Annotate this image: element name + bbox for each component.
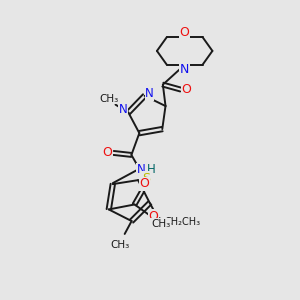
Text: CH₃: CH₃ bbox=[110, 240, 129, 250]
Text: CH₃: CH₃ bbox=[151, 219, 170, 229]
Text: N: N bbox=[180, 63, 189, 76]
Text: N: N bbox=[145, 87, 154, 100]
Text: CH₃: CH₃ bbox=[99, 94, 118, 104]
Text: H: H bbox=[147, 163, 156, 176]
Text: N: N bbox=[119, 103, 128, 116]
Text: CH₂CH₃: CH₂CH₃ bbox=[164, 217, 200, 227]
Text: N: N bbox=[137, 163, 146, 176]
Text: O: O bbox=[140, 177, 149, 190]
Text: S: S bbox=[142, 172, 150, 184]
Text: O: O bbox=[103, 146, 112, 159]
Text: O: O bbox=[148, 210, 158, 223]
Text: O: O bbox=[182, 83, 192, 96]
Text: O: O bbox=[180, 26, 190, 39]
